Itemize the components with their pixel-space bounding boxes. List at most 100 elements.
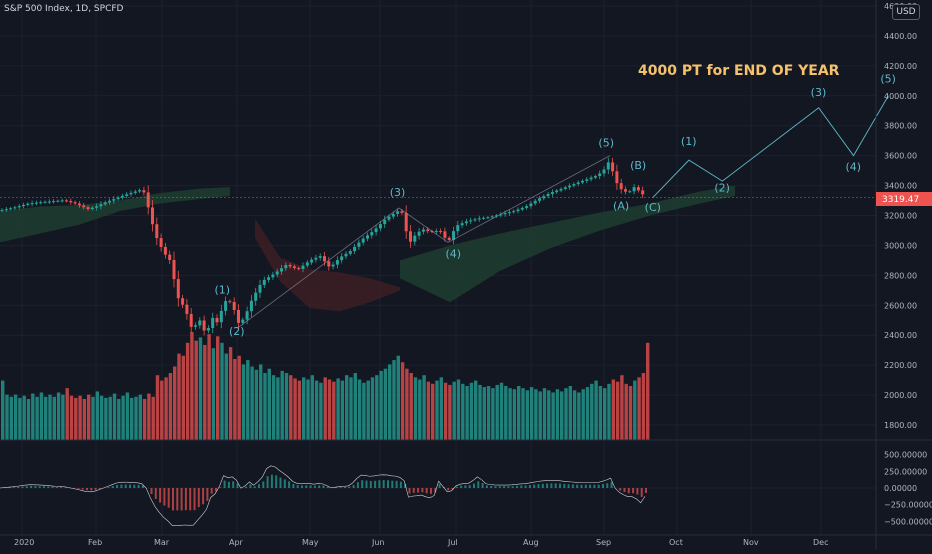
candle-body <box>332 265 335 267</box>
volume-bar <box>53 397 56 440</box>
x-tick-label: Feb <box>88 538 102 547</box>
macd-histogram-bar <box>30 486 32 488</box>
volume-bar <box>607 384 610 440</box>
volume-bar <box>444 383 447 440</box>
volume-bar <box>521 388 524 440</box>
y-tick-label: 2800.00 <box>884 271 917 280</box>
y-tick-label: 1800.00 <box>884 421 917 430</box>
y-tick-label: 3000.00 <box>884 241 917 250</box>
volume-bar <box>556 389 559 440</box>
candle-body <box>504 213 507 214</box>
macd-histogram-bar <box>211 488 213 494</box>
volume-bar <box>207 334 210 440</box>
volume-bar <box>268 369 271 440</box>
macd-histogram-bar <box>529 485 531 488</box>
macd-histogram-bar <box>284 479 286 488</box>
macd-histogram-bar <box>56 487 58 488</box>
macd-histogram-bar <box>228 482 230 488</box>
candle-body <box>216 318 219 322</box>
candle-body <box>633 187 636 191</box>
macd-histogram-bar <box>129 485 131 488</box>
volume-bar <box>508 388 511 440</box>
symbol-title: S&P 500 Index, 1D, SPCFD <box>4 4 124 14</box>
volume-bar <box>375 375 378 440</box>
candle-body <box>151 207 154 224</box>
macd-histogram-bar <box>589 485 591 488</box>
macd-histogram-bar <box>370 481 372 488</box>
volume-bar <box>66 388 69 440</box>
volume-bar <box>534 389 537 440</box>
macd-histogram-bar <box>26 486 28 488</box>
macd-histogram-bar <box>421 488 423 492</box>
currency-badge[interactable]: USD <box>892 4 920 20</box>
macd-histogram-bar <box>593 485 595 488</box>
volume-bar <box>410 373 413 440</box>
macd-histogram-bar <box>271 475 273 488</box>
macd-histogram-bar <box>619 488 621 491</box>
volume-bar <box>560 391 563 440</box>
y-tick-label: 2000.00 <box>884 391 917 400</box>
volume-bar <box>345 375 348 440</box>
volume-bar <box>83 399 86 440</box>
candle-body <box>276 271 279 274</box>
candle-body <box>478 218 481 219</box>
volume-bar <box>612 380 615 440</box>
macd-histogram-bar <box>456 487 458 488</box>
candle-body <box>190 314 193 327</box>
wave-label: (3) <box>390 186 406 199</box>
volume-bar <box>298 381 301 440</box>
macd-histogram-bar <box>464 485 466 488</box>
macd-histogram-bar <box>95 488 97 490</box>
volume-bar <box>354 373 357 440</box>
macd-histogram-bar <box>636 488 638 495</box>
volume-bar <box>169 373 172 440</box>
candle-body <box>56 201 59 202</box>
volume-bar <box>367 381 370 440</box>
volume-bar <box>500 383 503 440</box>
candle-body <box>439 231 442 232</box>
volume-bar <box>315 381 318 440</box>
macd-histogram-bar <box>400 482 402 488</box>
candle-body <box>525 206 528 208</box>
macd-histogram-bar <box>542 484 544 488</box>
volume-bar <box>272 375 275 440</box>
candle-body <box>508 212 511 213</box>
candle-body <box>555 191 558 193</box>
candle-body <box>130 193 133 194</box>
candle-body <box>211 318 214 328</box>
volume-bar <box>362 383 365 440</box>
volume-bar <box>474 381 477 440</box>
y-tick-label: 3200.00 <box>884 212 917 221</box>
candle-body <box>345 254 348 257</box>
macd-histogram-bar <box>396 481 398 488</box>
volume-bar <box>483 387 486 440</box>
macd-histogram-bar <box>482 483 484 488</box>
volume-bar <box>164 377 167 440</box>
macd-histogram-bar <box>159 488 161 503</box>
wave-label: (2) <box>714 182 730 195</box>
volume-bar <box>457 380 460 440</box>
macd-histogram-bar <box>120 485 122 488</box>
x-tick-label: Jul <box>447 538 458 547</box>
candle-body <box>233 302 236 310</box>
candle-body <box>319 256 322 258</box>
macd-histogram-bar <box>224 481 226 488</box>
volume-bar <box>401 362 404 440</box>
candle-body <box>469 220 472 221</box>
candle-body <box>353 247 356 251</box>
volume-bar <box>104 398 107 440</box>
candle-body <box>491 216 494 217</box>
candle-body <box>400 211 403 213</box>
volume-bar <box>246 360 249 440</box>
macd-histogram-bar <box>439 484 441 488</box>
y-tick-label: 4400.00 <box>884 32 917 41</box>
candle-body <box>560 189 563 191</box>
volume-bar <box>233 359 236 440</box>
last-price-label: 3319.47 <box>882 195 919 205</box>
x-tick-label: Sep <box>596 538 611 547</box>
candle-body <box>203 320 206 330</box>
macd-histogram-bar <box>288 481 290 488</box>
macd-histogram-bar <box>357 482 359 488</box>
x-tick-label: 2020 <box>14 538 34 547</box>
